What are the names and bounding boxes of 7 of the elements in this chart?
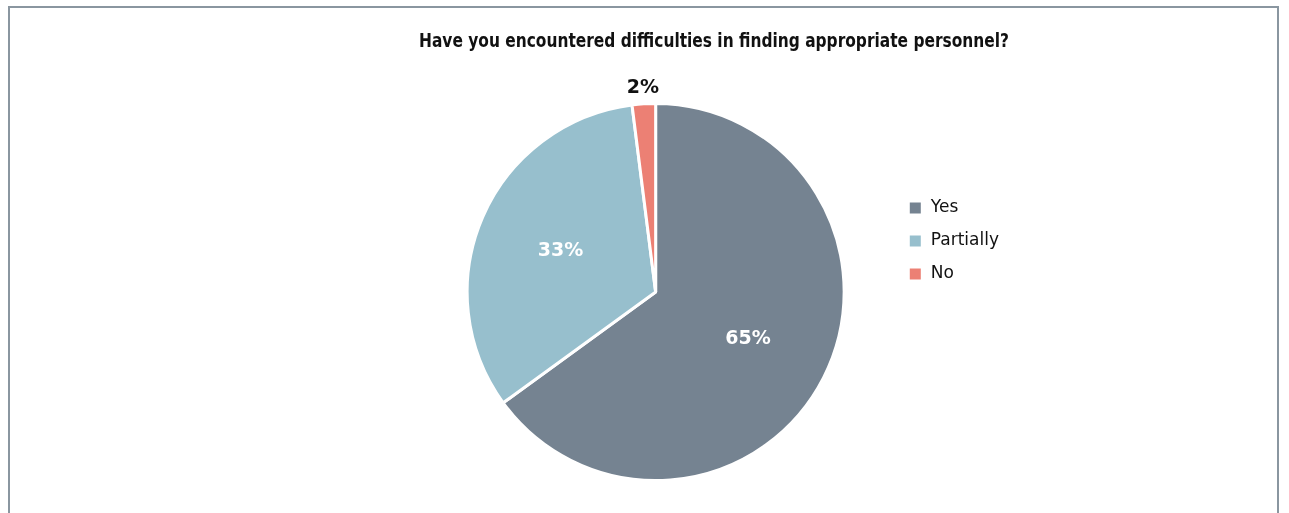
legend-label: Partially [930,229,1000,250]
data-label: 2% [626,74,659,97]
data-label: 33% [537,237,584,260]
chart-title: Have you encountered difficulties in finding appropriate personnel? [419,28,1009,52]
data-label: 65% [725,326,771,348]
legend-label: Yes [929,196,959,217]
legend-label: No [930,262,954,283]
